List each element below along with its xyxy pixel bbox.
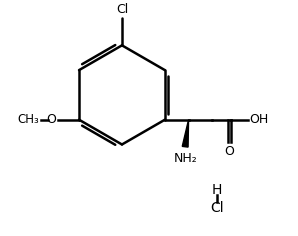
Text: CH₃: CH₃ (17, 113, 39, 126)
Text: Cl: Cl (116, 3, 128, 16)
Polygon shape (182, 120, 189, 147)
Text: NH₂: NH₂ (173, 152, 197, 165)
Text: O: O (225, 145, 235, 158)
Text: OH: OH (249, 113, 268, 126)
Text: O: O (46, 113, 56, 126)
Text: H: H (211, 183, 222, 197)
Text: Cl: Cl (210, 201, 224, 215)
